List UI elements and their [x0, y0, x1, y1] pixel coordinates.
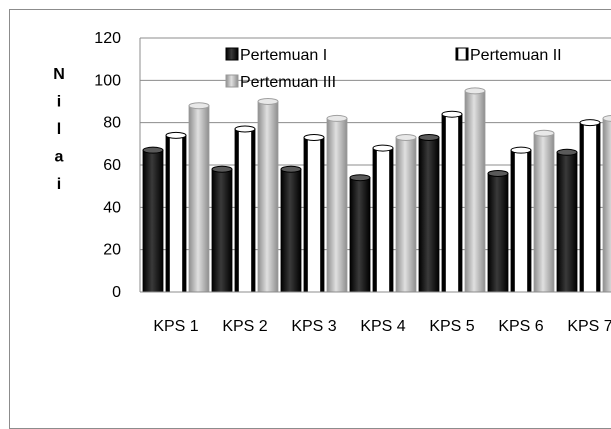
bar [257, 98, 279, 293]
legend-label: Pertemuan I [240, 47, 327, 64]
bar-cap [303, 133, 325, 141]
y-axis-label-char: a [55, 149, 64, 166]
y-axis-label-char: l [57, 121, 61, 138]
bar [533, 129, 555, 293]
y-axis-label-char: i [57, 94, 61, 111]
y-tick-label: 20 [103, 242, 121, 259]
bar [418, 133, 440, 293]
x-tick-label: KPS 6 [498, 318, 543, 335]
bar-cap [372, 144, 394, 152]
x-tick-label: KPS 4 [360, 318, 405, 335]
legend-item: Pertemuan I [225, 47, 327, 64]
y-tick-label: 100 [94, 72, 121, 89]
bar-cap [326, 114, 348, 122]
x-axis: KPS 1 KPS 2 KPS 3 KPS 4 KPS 5 KPS 6 KPS 7 [140, 291, 611, 335]
bar-cap [188, 102, 210, 110]
bar [280, 165, 302, 293]
bar-cap [257, 98, 279, 105]
x-tick-label: KPS 3 [291, 318, 336, 335]
legend-item: Pertemuan III [225, 74, 336, 91]
bar-cap [211, 165, 233, 173]
legend-swatch [225, 47, 239, 61]
y-axis-label-char: N [53, 66, 65, 83]
bar-body [372, 147, 394, 293]
bar [510, 146, 532, 293]
bar-cap [579, 119, 601, 127]
bar-body [326, 118, 348, 293]
bar-body [441, 113, 463, 293]
y-axis-label-char: i [57, 176, 61, 193]
bar [602, 114, 611, 293]
y-tick-label: 60 [103, 157, 121, 174]
legend-item: Pertemuan II [455, 47, 562, 64]
y-axis: 0 20 40 60 80 100 120 [94, 30, 141, 301]
legend-label: Pertemuan III [240, 74, 336, 91]
x-tick-label: KPS 7 [567, 318, 611, 335]
bar-cap [142, 146, 164, 154]
bar-body [418, 137, 440, 293]
bar [142, 146, 164, 293]
bar-body [257, 101, 279, 293]
bar-body [556, 151, 578, 293]
x-tick-label: KPS 5 [429, 318, 474, 335]
y-tick-label: 0 [112, 284, 121, 301]
bar-cap [510, 146, 532, 154]
bar-body [303, 137, 325, 293]
bar-body [142, 149, 164, 293]
bar-body [579, 122, 601, 293]
bar-body [188, 105, 210, 293]
bar-body [165, 134, 187, 293]
bar-cap [441, 110, 463, 118]
bar-body [464, 90, 486, 293]
bar-body [211, 168, 233, 293]
bar-body [510, 149, 532, 293]
bar-body [602, 118, 611, 293]
bar-cap [556, 148, 578, 156]
y-tick-label: 40 [103, 199, 121, 216]
y-tick-label: 80 [103, 115, 121, 132]
bar-cap [418, 133, 440, 141]
bar-cap [234, 125, 256, 133]
bar [487, 169, 509, 293]
y-tick-label: 120 [94, 30, 121, 47]
bar-body [234, 128, 256, 293]
legend-swatch [455, 47, 469, 61]
bar-cap [395, 133, 417, 141]
bar-body [395, 137, 417, 293]
bar-cap [165, 131, 187, 139]
bar-body [349, 177, 371, 293]
bar [441, 110, 463, 293]
bar [211, 165, 233, 293]
bar [464, 87, 486, 293]
bar [372, 144, 394, 293]
bar [326, 114, 348, 293]
bar-cap [349, 174, 371, 182]
bars [142, 87, 611, 293]
legend: Pertemuan I Pertemuan II Pertemuan III [225, 47, 562, 91]
bar-cap [602, 114, 611, 122]
bar-cap [487, 169, 509, 177]
bar-body [533, 132, 555, 293]
bar [303, 133, 325, 293]
bar [188, 102, 210, 293]
bar-cap [280, 165, 302, 173]
bar-cap [464, 87, 486, 95]
bar-body [487, 173, 509, 293]
bar [579, 119, 601, 293]
bar [165, 131, 187, 293]
bar-cap [533, 129, 555, 137]
legend-swatch [225, 74, 239, 88]
bar [349, 174, 371, 293]
x-tick-label: KPS 1 [153, 318, 198, 335]
bar [556, 148, 578, 293]
bar [395, 133, 417, 293]
bar-body [280, 168, 302, 293]
legend-label: Pertemuan II [470, 47, 562, 64]
x-tick-label: KPS 2 [222, 318, 267, 335]
bar [234, 125, 256, 293]
